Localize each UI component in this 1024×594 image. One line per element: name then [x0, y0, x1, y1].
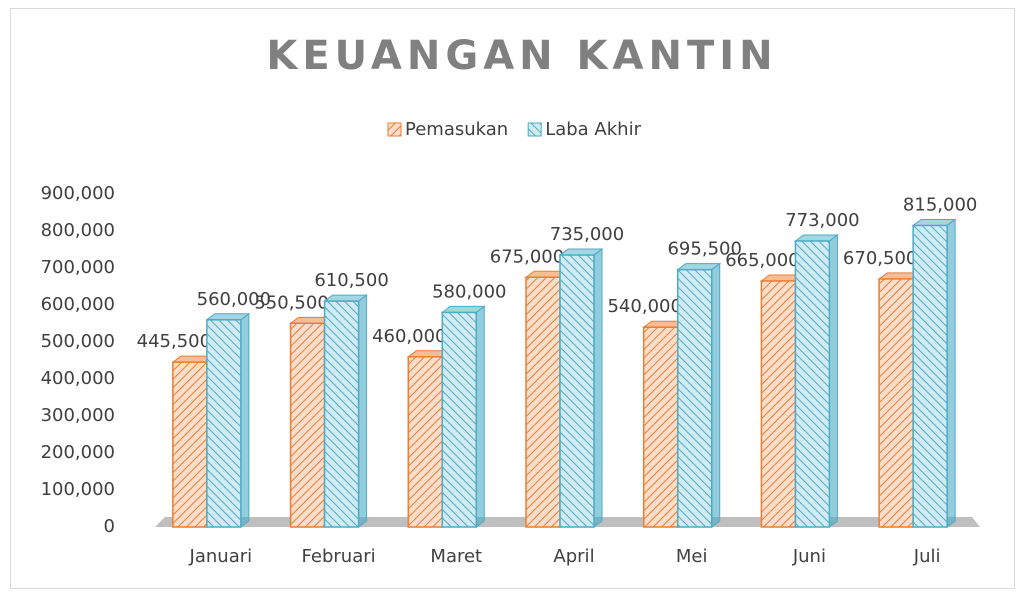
data-label: 460,000 [372, 326, 446, 347]
y-tick-label: 800,000 [41, 220, 115, 241]
legend-swatch [527, 122, 542, 137]
chart-frame [10, 8, 1015, 589]
bar [642, 326, 679, 528]
legend-label: Laba Akhir [545, 119, 641, 140]
data-label: 580,000 [432, 281, 506, 302]
data-label: 550,500 [254, 292, 328, 313]
bar [441, 311, 478, 528]
y-tick-label: 200,000 [41, 442, 115, 463]
y-tick-label: 400,000 [41, 368, 115, 389]
legend-label: Pemasukan [405, 119, 508, 140]
bar-side [358, 294, 368, 528]
data-label: 735,000 [550, 224, 624, 245]
chart-title: KEUANGAN KANTIN [266, 33, 777, 79]
x-tick-label: Maret [430, 546, 482, 567]
y-tick-label: 500,000 [41, 331, 115, 352]
bar [172, 361, 208, 528]
x-tick-label: Februari [302, 546, 376, 567]
bar-side [828, 233, 838, 528]
bar [794, 240, 831, 528]
x-tick-label: Juni [792, 546, 826, 567]
data-label: 773,000 [785, 210, 859, 231]
bar [289, 322, 326, 528]
bar-side [593, 248, 603, 528]
bar-top [558, 248, 604, 256]
bar [559, 254, 595, 528]
y-tick-label: 700,000 [41, 257, 115, 278]
data-label: 695,500 [667, 239, 741, 260]
data-label: 540,000 [607, 296, 681, 317]
data-label: 670,500 [843, 248, 917, 269]
bar [323, 300, 360, 528]
data-label: 560,000 [197, 289, 271, 310]
bar [206, 319, 242, 528]
bar-top [323, 294, 369, 302]
x-tick-label: Juli [913, 546, 941, 567]
bar-top [911, 218, 957, 226]
data-label: 445,500 [137, 331, 211, 352]
bar-top [676, 263, 722, 271]
bar [912, 224, 948, 528]
y-tick-label: 600,000 [41, 294, 115, 315]
y-tick-label: 900,000 [41, 183, 115, 204]
y-tick-label: 0 [104, 516, 115, 537]
bar-top [205, 313, 251, 321]
bar [525, 276, 561, 528]
bar-top [793, 234, 839, 242]
y-tick-label: 100,000 [41, 479, 115, 500]
bar-side [240, 312, 250, 528]
x-tick-label: Mei [676, 546, 708, 567]
bar [407, 356, 444, 528]
legend: Pemasukan Laba Akhir [387, 119, 642, 140]
bar [676, 268, 713, 528]
bar [878, 278, 914, 528]
data-label: 610,500 [314, 270, 388, 291]
bar-top [440, 305, 486, 313]
bar [760, 280, 797, 528]
x-tick-label: Januari [189, 546, 253, 567]
data-label: 675,000 [490, 246, 564, 267]
data-label: 815,000 [903, 194, 977, 215]
bar-side [946, 218, 956, 528]
x-tick-label: April [553, 546, 594, 567]
data-label: 665,000 [725, 250, 799, 271]
bar-side [711, 262, 721, 528]
legend-swatch [387, 122, 402, 137]
y-tick-label: 300,000 [41, 405, 115, 426]
bar-side [475, 305, 485, 528]
